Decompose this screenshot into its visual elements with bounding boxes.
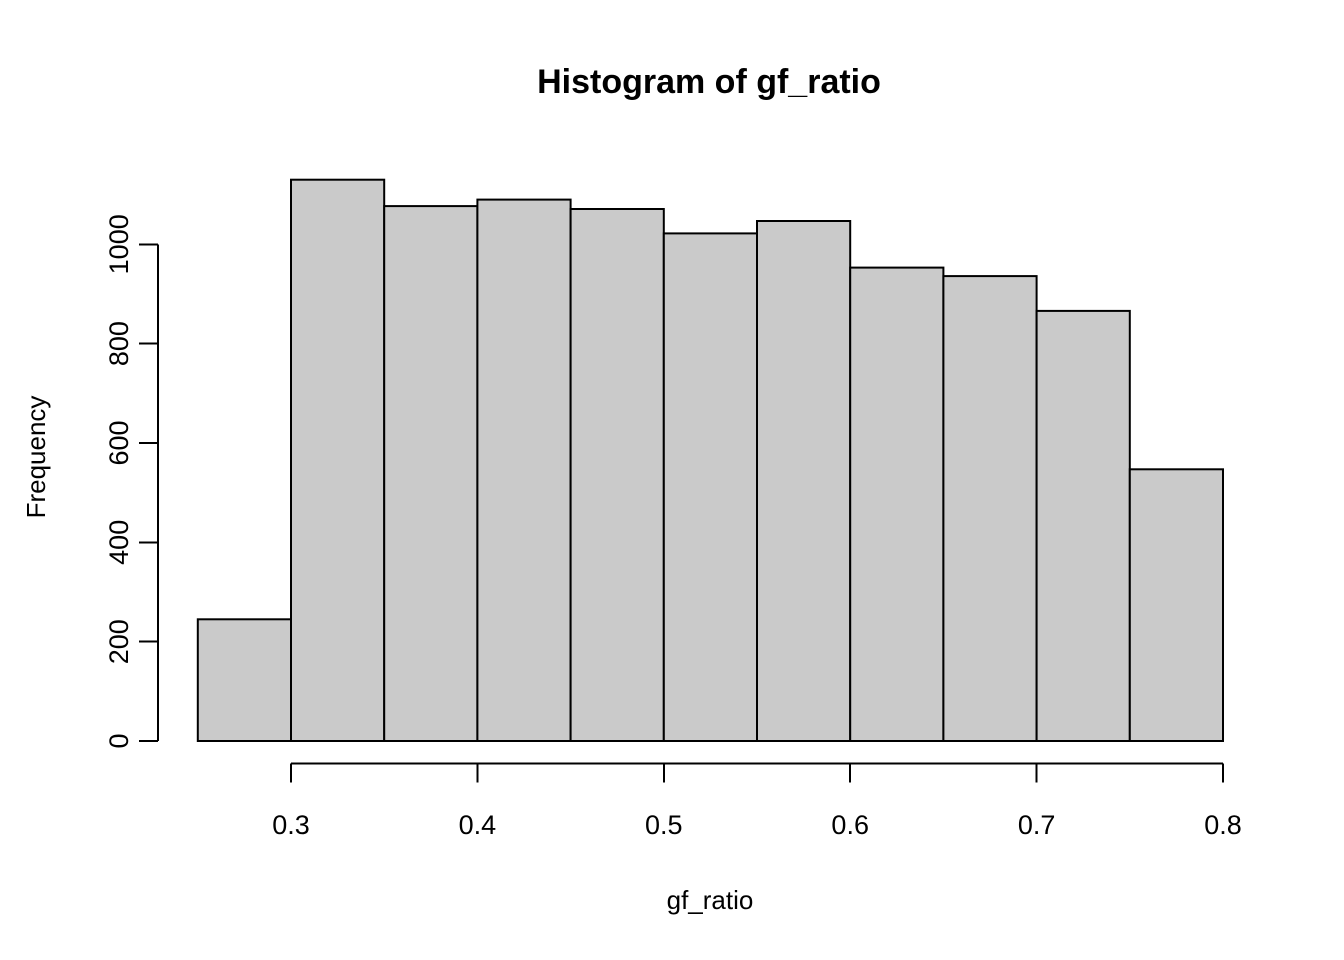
histogram-bars — [196, 178, 1225, 743]
histogram-bar — [662, 232, 758, 742]
histogram-bar — [383, 205, 479, 743]
histogram-bar — [569, 208, 665, 742]
y-tick-label: 800 — [104, 321, 134, 366]
histogram-bar — [849, 266, 945, 742]
x-tick-label: 0.7 — [1018, 810, 1056, 840]
y-axis: 0 200 400 600 800 1000 — [104, 214, 159, 749]
histogram-bar — [942, 275, 1038, 742]
histogram-bar — [756, 220, 852, 742]
x-axis-title: gf_ratio — [667, 885, 754, 915]
y-tick-label: 400 — [104, 520, 134, 565]
x-tick-label: 0.5 — [645, 810, 683, 840]
histogram-bar — [196, 618, 292, 742]
histogram-bar — [1128, 468, 1225, 742]
x-tick-label: 0.6 — [831, 810, 869, 840]
histogram-bar — [290, 178, 386, 742]
y-tick-label: 600 — [104, 420, 134, 465]
x-axis: 0.3 0.4 0.5 0.6 0.7 0.8 — [272, 762, 1242, 840]
x-tick-label: 0.4 — [459, 810, 497, 840]
histogram-bar — [1035, 309, 1131, 742]
chart-title: Histogram of gf_ratio — [537, 63, 881, 101]
y-tick-label: 0 — [104, 733, 134, 748]
x-tick-label: 0.3 — [272, 810, 310, 840]
y-axis-title: Frequency — [21, 396, 51, 519]
y-tick-label: 1000 — [104, 214, 134, 274]
histogram-bar — [476, 198, 572, 743]
y-tick-label: 200 — [104, 619, 134, 664]
x-tick-label: 0.8 — [1204, 810, 1242, 840]
